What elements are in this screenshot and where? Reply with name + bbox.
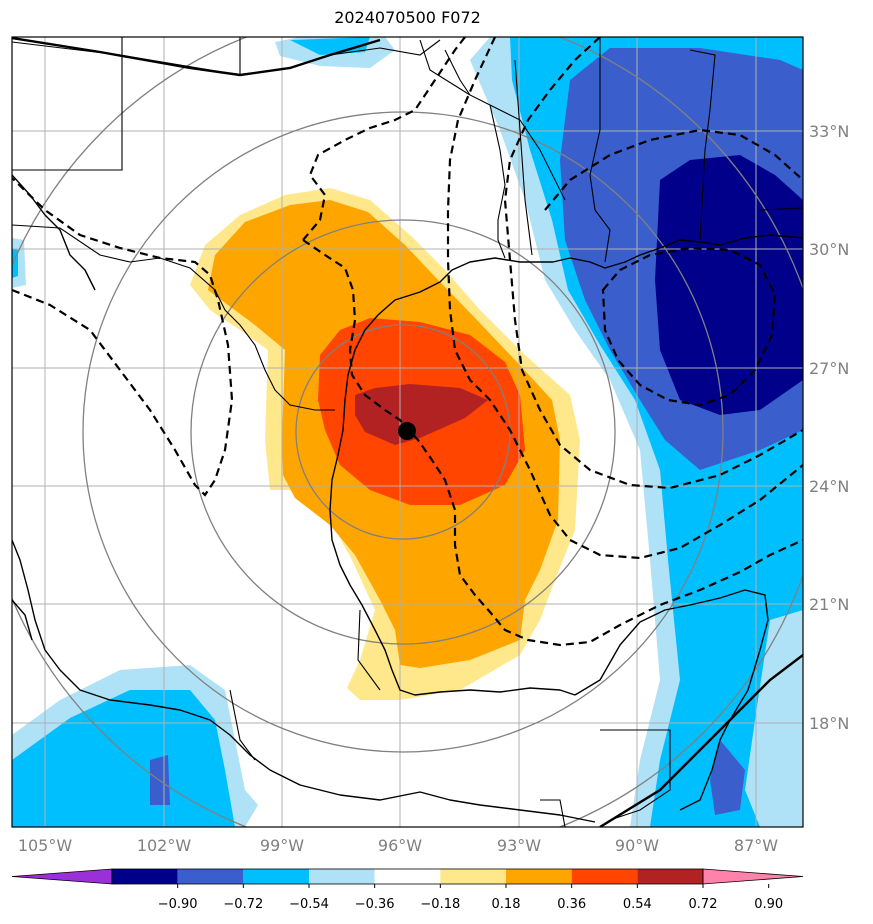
colorbar-outline <box>111 868 704 885</box>
lat-label: 18°N <box>809 714 849 733</box>
range-rings <box>12 37 803 827</box>
colorbar-extend-max <box>702 868 804 885</box>
colorbar-swatch <box>243 869 309 884</box>
colorbar: −0.90 −0.72 −0.54 −0.36 −0.18 0.18 0.36 0.54 0.7… <box>11 868 804 912</box>
lon-label: 93°W <box>497 836 541 855</box>
colorbar-swatch <box>309 869 375 884</box>
colorbar-tick-label: 0.72 <box>689 897 718 912</box>
lon-label: 90°W <box>615 836 659 855</box>
colorbar-tick-label: 0.54 <box>623 897 652 912</box>
lon-label: 99°W <box>260 836 304 855</box>
colorbar-tick-label: −0.90 <box>158 897 198 912</box>
colorbar-swatch <box>571 869 638 884</box>
lon-label: 87°W <box>734 836 778 855</box>
lat-label: 24°N <box>809 477 849 496</box>
dashed-contours <box>12 37 803 647</box>
colorbar-swatch <box>440 869 506 884</box>
negative-anomaly-west-edge <box>12 238 26 288</box>
lon-label: 96°W <box>378 836 422 855</box>
lat-label: 21°N <box>809 595 849 614</box>
map-title: 2024070500 F072 <box>334 8 481 27</box>
lon-label: 105°W <box>18 836 73 855</box>
longitude-labels: 105°W 102°W 99°W 96°W 93°W 90°W 87°W <box>18 836 778 855</box>
lon-label: 102°W <box>137 836 192 855</box>
map-frame <box>11 36 804 828</box>
colorbar-swatch <box>637 869 703 884</box>
colorbar-swatch <box>374 869 441 884</box>
colorbar-swatch <box>506 869 572 884</box>
colorbar-tick-label: −0.72 <box>223 897 263 912</box>
colorbar-swatch <box>177 869 244 884</box>
colorbar-tick-label: −0.36 <box>355 897 395 912</box>
storm-center-marker <box>398 422 416 440</box>
positive-anomaly-core <box>190 188 580 700</box>
lat-label: 33°N <box>809 122 849 141</box>
lat-label: 30°N <box>809 240 849 259</box>
colorbar-extend-min <box>11 868 113 885</box>
colorbar-tick-label: −0.54 <box>289 897 329 912</box>
lat-label: 27°N <box>809 359 849 378</box>
map-panel <box>12 37 803 827</box>
coastlines <box>12 174 803 823</box>
latitude-labels: 33°N 30°N 27°N 24°N 21°N 18°N <box>809 122 849 733</box>
heavy-lines <box>12 37 803 827</box>
colorbar-tick-label: 0.18 <box>492 897 521 912</box>
colorbar-tick-label: −0.18 <box>420 897 460 912</box>
colorbar-swatch <box>112 869 178 884</box>
colorbar-tick-label: 0.36 <box>557 897 586 912</box>
colorbar-tick-label: 0.90 <box>754 897 783 912</box>
